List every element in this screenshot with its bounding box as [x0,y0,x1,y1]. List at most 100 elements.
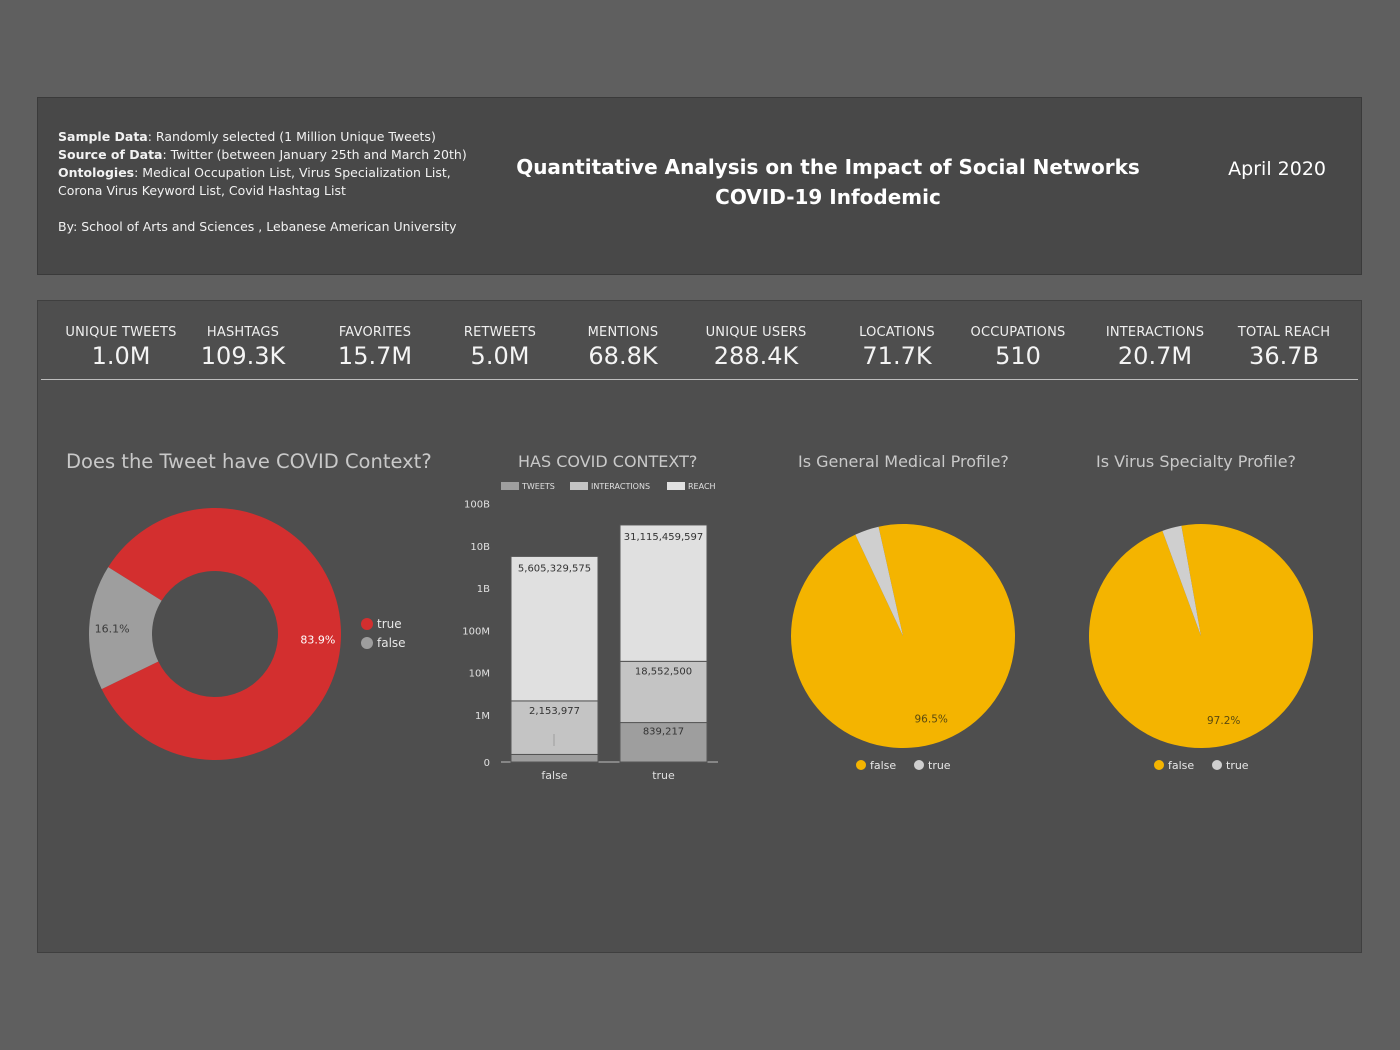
kpi-label: HASHTAGS [206,325,280,340]
donut-chart-title: Does the Tweet have COVID Context? [66,450,432,473]
legend-swatch [667,482,685,490]
kpi-interactions: INTERACTIONS 20.7M [1106,325,1204,370]
info-key: Source of Data [58,147,163,162]
kpi-label: MENTIONS [587,325,659,340]
kpi-value: 109.3K [200,342,286,370]
kpi-occupations: OCCUPATIONS 510 [971,325,1066,370]
title-line-2: COVID-19 Infodemic [715,185,941,209]
kpi-total-reach: TOTAL REACH 36.7B [1238,325,1330,370]
kpi-retweets: RETWEETS 5.0M [464,325,536,370]
legend-swatch [361,618,373,630]
pie-slice-false [88,567,162,690]
byline: By: School of Arts and Sciences , Lebane… [58,219,457,234]
kpi-label: UNIQUE TWEETS [65,325,177,340]
y-tick-label: 1B [477,584,490,595]
bar-segment-tweets [510,753,599,763]
y-tick-label: 100M [462,626,490,637]
kpi-favorites: FAVORITES 15.7M [338,325,412,370]
kpi-row: UNIQUE TWEETS 1.0M HASHTAGS 109.3K FAVOR… [38,325,1358,385]
kpi-label: LOCATIONS [859,325,935,340]
kpi-label: INTERACTIONS [1105,325,1205,340]
kpi-value: 71.7K [862,342,932,370]
kpi-value: 1.0M [91,342,151,370]
title-line-1: Quantitative Analysis on the Impact of S… [516,155,1140,179]
info-value: : Medical Occupation List, Virus Special… [134,165,451,180]
legend-label: false [1168,759,1194,772]
info-value: : Twitter (between January 25th and Marc… [162,147,467,162]
info-key: Ontologies [58,165,135,180]
info-value: : Randomly selected (1 Million Unique Tw… [147,129,436,144]
data-label: 18,552,500 [635,666,692,677]
y-tick-label: 100B [464,500,490,511]
data-label: 2,153,977 [529,706,580,717]
kpi-label: OCCUPATIONS [970,325,1066,340]
legend-swatch [501,482,519,490]
x-tick-label: true [652,769,675,782]
kpi-locations: LOCATIONS 71.7K [859,325,935,370]
legend-swatch [1154,760,1164,770]
virus-pie-title: Is Virus Specialty Profile? [1096,452,1297,471]
legend-swatch [1212,760,1222,770]
pie-slice-true [1162,525,1201,636]
y-tick-label: 10B [470,542,490,553]
kpi-value: 20.7M [1117,342,1193,370]
slice-label: 96.5% [915,713,948,725]
kpi-value: 510 [995,342,1041,370]
kpi-divider [41,379,1358,380]
y-tick-label: 1M [475,711,490,722]
legend-label: INTERACTIONS [591,482,650,491]
report-header: Sample Data: Randomly selected (1 Millio… [37,97,1362,275]
legend-label: true [1226,759,1249,772]
info-line: Sample Data: Randomly selected (1 Millio… [58,128,467,146]
kpi-value: 68.8K [588,342,658,370]
pie-slice-true [855,526,903,636]
medical-pie-title: Is General Medical Profile? [798,452,1009,471]
y-tick-label: 0 [484,758,490,769]
pie-slice-true [101,508,341,760]
page-title: Quantitative Analysis on the Impact of S… [478,152,1178,212]
legend-swatch [914,760,924,770]
info-value: Corona Virus Keyword List, Covid Hashtag… [58,183,346,198]
pie-slice-false [1089,524,1314,748]
kpi-label: UNIQUE USERS [705,325,807,340]
legend-swatch [570,482,588,490]
kpi-value: 288.4K [713,342,799,370]
info-line: Source of Data: Twitter (between January… [58,146,467,164]
legend-label: false [870,759,896,772]
data-label: 5,605,329,575 [518,563,591,574]
kpi-value: 15.7M [337,342,413,370]
dashboard-panel: UNIQUE TWEETS 1.0M HASHTAGS 109.3K FAVOR… [37,300,1362,953]
kpi-unique-users: UNIQUE USERS 288.4K [706,325,807,370]
legend-label: REACH [688,482,716,491]
bar-segment-reach [619,524,708,662]
slice-label: 16.1% [95,623,130,636]
report-date: April 2020 [1228,158,1326,180]
legend-swatch [361,637,373,649]
info-key: Sample Data [58,129,148,144]
legend-swatch [856,760,866,770]
report-info: Sample Data: Randomly selected (1 Millio… [58,128,467,236]
bar-segment-reach [510,555,599,702]
legend-label: false [377,636,406,650]
legend-label: TWEETS [521,482,555,491]
bar-chart-title: HAS COVID CONTEXT? [518,452,698,471]
slice-label: 97.2% [1207,715,1240,727]
legend-label: true [377,617,402,631]
legend-label: true [928,759,951,772]
kpi-label: RETWEETS [463,325,537,340]
kpi-value: 36.7B [1249,342,1319,370]
kpi-label: FAVORITES [338,325,412,340]
x-tick-label: false [541,769,567,782]
slice-label: 83.9% [300,633,335,646]
y-tick-label: 10M [469,669,490,680]
kpi-hashtags: HASHTAGS 109.3K [201,325,285,370]
charts-canvas: 83.9% 16.1% true false 96.5% 97.2% false true fa… [88,482,1314,782]
data-label: 839,217 [643,727,684,738]
info-line: Corona Virus Keyword List, Covid Hashtag… [58,182,467,200]
info-line: Ontologies: Medical Occupation List, Vir… [58,164,467,182]
data-label: 31,115,459,597 [624,532,704,543]
pie-slice-false [791,524,1016,748]
kpi-value: 5.0M [470,342,530,370]
kpi-label: TOTAL REACH [1237,325,1331,340]
kpi-mentions: MENTIONS 68.8K [588,325,659,370]
